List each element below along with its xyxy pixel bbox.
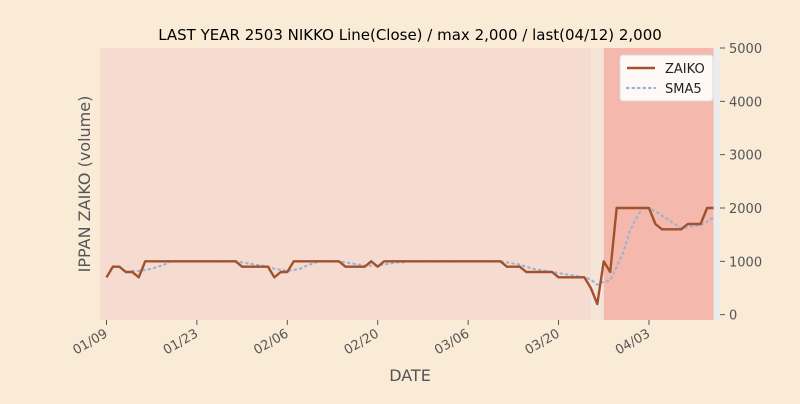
legend-label-zaiko: ZAIKO xyxy=(665,62,705,77)
x-axis-label: DATE xyxy=(389,366,431,385)
x-axis: 01/09 01/23 02/06 02/20 03/06 03/20 04/03 xyxy=(71,320,653,358)
series-line-zaiko xyxy=(105,206,714,306)
x-tick-label: 02/06 xyxy=(251,326,291,358)
x-tick-label: 03/06 xyxy=(432,326,472,358)
y-tick-label: 5000 xyxy=(729,42,762,57)
x-tick-label: 04/03 xyxy=(613,326,653,358)
chart-title: LAST YEAR 2503 NIKKO Line(Close) / max 2… xyxy=(158,26,662,44)
y-tick-label: 2000 xyxy=(729,202,762,217)
y-axis: 0 1000 2000 3000 4000 5000 xyxy=(720,42,762,324)
series-layer xyxy=(105,206,715,306)
background-band-1 xyxy=(590,48,604,320)
y-tick-label: 3000 xyxy=(729,149,762,164)
background-band-0 xyxy=(100,48,591,320)
x-tick-label: 02/20 xyxy=(342,326,382,358)
x-tick-label: 03/20 xyxy=(523,326,563,358)
legend-label-sma5: SMA5 xyxy=(665,82,702,97)
x-tick-label: 01/23 xyxy=(161,326,201,358)
legend-box xyxy=(619,54,714,102)
y-tick-label: 1000 xyxy=(729,255,762,270)
y-tick-label: 4000 xyxy=(729,95,762,110)
legend: ZAIKO SMA5 xyxy=(619,54,714,102)
y-axis-label: IPPAN ZAIKO (volume) xyxy=(75,96,94,273)
y-tick-label: 0 xyxy=(729,309,737,324)
plot-area xyxy=(100,48,720,320)
x-tick-label: 01/09 xyxy=(71,326,111,358)
